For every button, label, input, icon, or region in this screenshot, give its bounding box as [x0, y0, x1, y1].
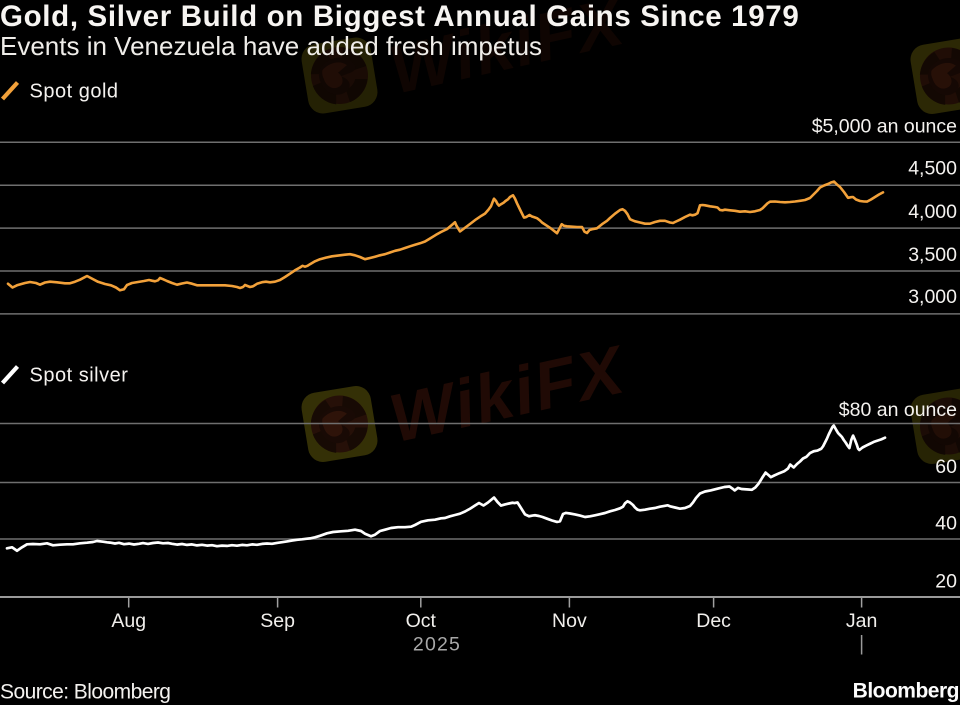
svg-text:3,500: 3,500 — [908, 244, 957, 266]
svg-text:40: 40 — [935, 512, 957, 534]
svg-text:4,500: 4,500 — [908, 158, 957, 180]
svg-text:60: 60 — [935, 456, 957, 478]
svg-text:4,000: 4,000 — [908, 201, 957, 223]
svg-text:Spot gold: Spot gold — [30, 80, 119, 102]
svg-text:Source: Bloomberg: Source: Bloomberg — [0, 681, 170, 704]
svg-text:Gold, Silver Build on Biggest: Gold, Silver Build on Biggest Annual Gai… — [0, 0, 799, 33]
svg-text:Oct: Oct — [406, 610, 437, 632]
svg-text:20: 20 — [935, 570, 957, 592]
svg-text:2025: 2025 — [413, 634, 461, 656]
svg-text:$80 an ounce: $80 an ounce — [839, 399, 957, 421]
svg-text:Dec: Dec — [696, 610, 731, 632]
svg-text:Nov: Nov — [552, 610, 587, 632]
svg-text:Spot silver: Spot silver — [30, 364, 129, 386]
svg-text:$5,000 an ounce: $5,000 an ounce — [812, 116, 957, 138]
svg-text:3,000: 3,000 — [908, 286, 957, 308]
svg-text:Events in Venezuela have added: Events in Venezuela have added fresh imp… — [0, 31, 542, 61]
svg-text:Bloomberg: Bloomberg — [853, 680, 959, 703]
svg-text:Aug: Aug — [111, 610, 146, 632]
svg-text:Sep: Sep — [260, 610, 295, 632]
svg-text:Jan: Jan — [846, 610, 877, 632]
